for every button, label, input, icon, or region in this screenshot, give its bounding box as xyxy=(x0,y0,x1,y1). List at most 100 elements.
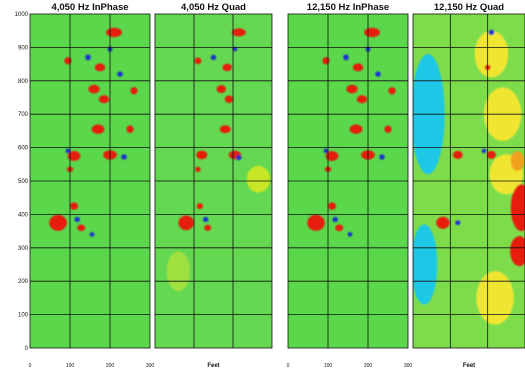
anomaly-blob xyxy=(356,95,368,104)
anomaly-blob xyxy=(325,151,339,161)
anomaly-blob xyxy=(232,46,238,52)
x-axis-label: Feet xyxy=(463,363,475,368)
panel-frame xyxy=(154,13,273,349)
x-tick-label: 0 xyxy=(287,363,290,368)
anomaly-blob xyxy=(236,154,242,161)
anomaly-blob xyxy=(67,151,81,161)
anomaly-blob xyxy=(216,85,226,94)
anomaly-blob xyxy=(352,63,364,72)
y-tick-label: 400 xyxy=(18,212,29,218)
anomaly-blob xyxy=(388,87,396,95)
anomaly-blob xyxy=(219,125,231,134)
anomaly-blob xyxy=(94,63,106,72)
anomaly-blob xyxy=(64,57,72,65)
x-tick-label: 300 xyxy=(404,363,413,368)
panel-frame xyxy=(29,13,151,349)
anomaly-blob xyxy=(349,124,363,134)
anomaly-blob xyxy=(98,95,110,104)
anomaly-blob xyxy=(204,224,212,231)
anomaly-blob xyxy=(343,54,349,61)
y-tick-label: 200 xyxy=(18,279,29,285)
anomaly-blob xyxy=(166,251,191,292)
x-tick-label: 100 xyxy=(324,363,333,368)
anomaly-blob xyxy=(481,148,487,154)
anomaly-blob xyxy=(375,71,381,77)
panel-title: 4,050 Hz InPhase xyxy=(51,2,128,13)
anomaly-blob xyxy=(436,216,450,229)
x-tick-label: 0 xyxy=(29,363,32,368)
panel-3 xyxy=(288,14,408,348)
anomaly-blob xyxy=(224,95,234,103)
anomaly-blob xyxy=(130,87,138,95)
anomaly-blob xyxy=(332,216,339,223)
panel-anomalies xyxy=(413,29,525,325)
y-tick-label: 600 xyxy=(18,146,29,152)
anomaly-blob xyxy=(323,148,329,154)
anomaly-blob xyxy=(89,232,95,237)
anomaly-blob xyxy=(322,57,330,65)
y-tick-label: 900 xyxy=(18,45,29,51)
anomaly-blob xyxy=(474,30,509,78)
anomaly-blob xyxy=(126,125,134,133)
anomaly-blob xyxy=(384,125,392,133)
anomaly-blob xyxy=(49,214,67,231)
anomaly-blob xyxy=(121,154,127,160)
panel-title: 12,150 Hz Quad xyxy=(434,2,504,13)
panel-title: 12,150 Hz InPhase xyxy=(307,2,389,13)
anomaly-blob xyxy=(307,214,325,231)
anomaly-blob xyxy=(91,124,105,134)
anomaly-blob xyxy=(203,216,209,223)
anomaly-blob xyxy=(117,71,123,77)
panel-anomalies xyxy=(49,27,138,237)
x-axis-label: Feet xyxy=(207,363,219,368)
panel-frame xyxy=(287,13,409,349)
y-tick-label: 500 xyxy=(18,179,29,185)
y-tick-label: 0 xyxy=(25,346,29,352)
panel-2 xyxy=(155,14,272,348)
anomaly-blob xyxy=(85,54,91,61)
anomaly-blob xyxy=(452,150,463,159)
panel-4 xyxy=(413,14,525,348)
anomaly-blob xyxy=(178,215,194,231)
anomaly-blob xyxy=(70,202,78,210)
anomaly-blob xyxy=(347,232,353,237)
anomaly-blob xyxy=(510,151,525,171)
anomaly-blob xyxy=(74,216,80,223)
anomaly-blob xyxy=(455,220,461,226)
y-tick-label: 1000 xyxy=(15,12,29,18)
anomaly-blob xyxy=(196,203,203,210)
anomaly-blob xyxy=(486,150,496,159)
anomaly-blob xyxy=(335,224,344,232)
anomaly-blob xyxy=(346,84,358,94)
anomaly-blob xyxy=(77,224,86,232)
x-tick-label: 100 xyxy=(66,363,75,368)
anomaly-blob xyxy=(328,202,336,210)
y-tick-label: 300 xyxy=(18,246,29,252)
anomaly-blob xyxy=(413,224,438,305)
anomaly-blob xyxy=(246,165,271,193)
panel-anomalies xyxy=(307,27,396,237)
anomaly-blob xyxy=(379,154,385,160)
anomaly-blob xyxy=(210,54,217,61)
panel-frame xyxy=(412,13,525,349)
anomaly-blob xyxy=(65,148,71,154)
anomaly-blob xyxy=(510,184,525,232)
y-tick-label: 100 xyxy=(18,313,29,319)
anomaly-blob xyxy=(488,29,495,36)
x-tick-label: 200 xyxy=(364,363,373,368)
anomaly-blob xyxy=(194,57,202,65)
x-tick-label: 300 xyxy=(146,363,155,368)
panel-1 xyxy=(30,14,150,348)
y-tick-label: 800 xyxy=(18,79,29,85)
y-tick-label: 700 xyxy=(18,112,29,118)
anomaly-blob xyxy=(510,236,525,267)
anomaly-blob xyxy=(196,150,208,160)
anomaly-blob xyxy=(106,27,122,38)
x-tick-label: 200 xyxy=(106,363,115,368)
anomaly-blob xyxy=(195,166,201,172)
panel-title: 4,050 Hz Quad xyxy=(181,2,246,13)
anomaly-blob xyxy=(364,27,380,38)
anomaly-blob xyxy=(88,84,100,94)
